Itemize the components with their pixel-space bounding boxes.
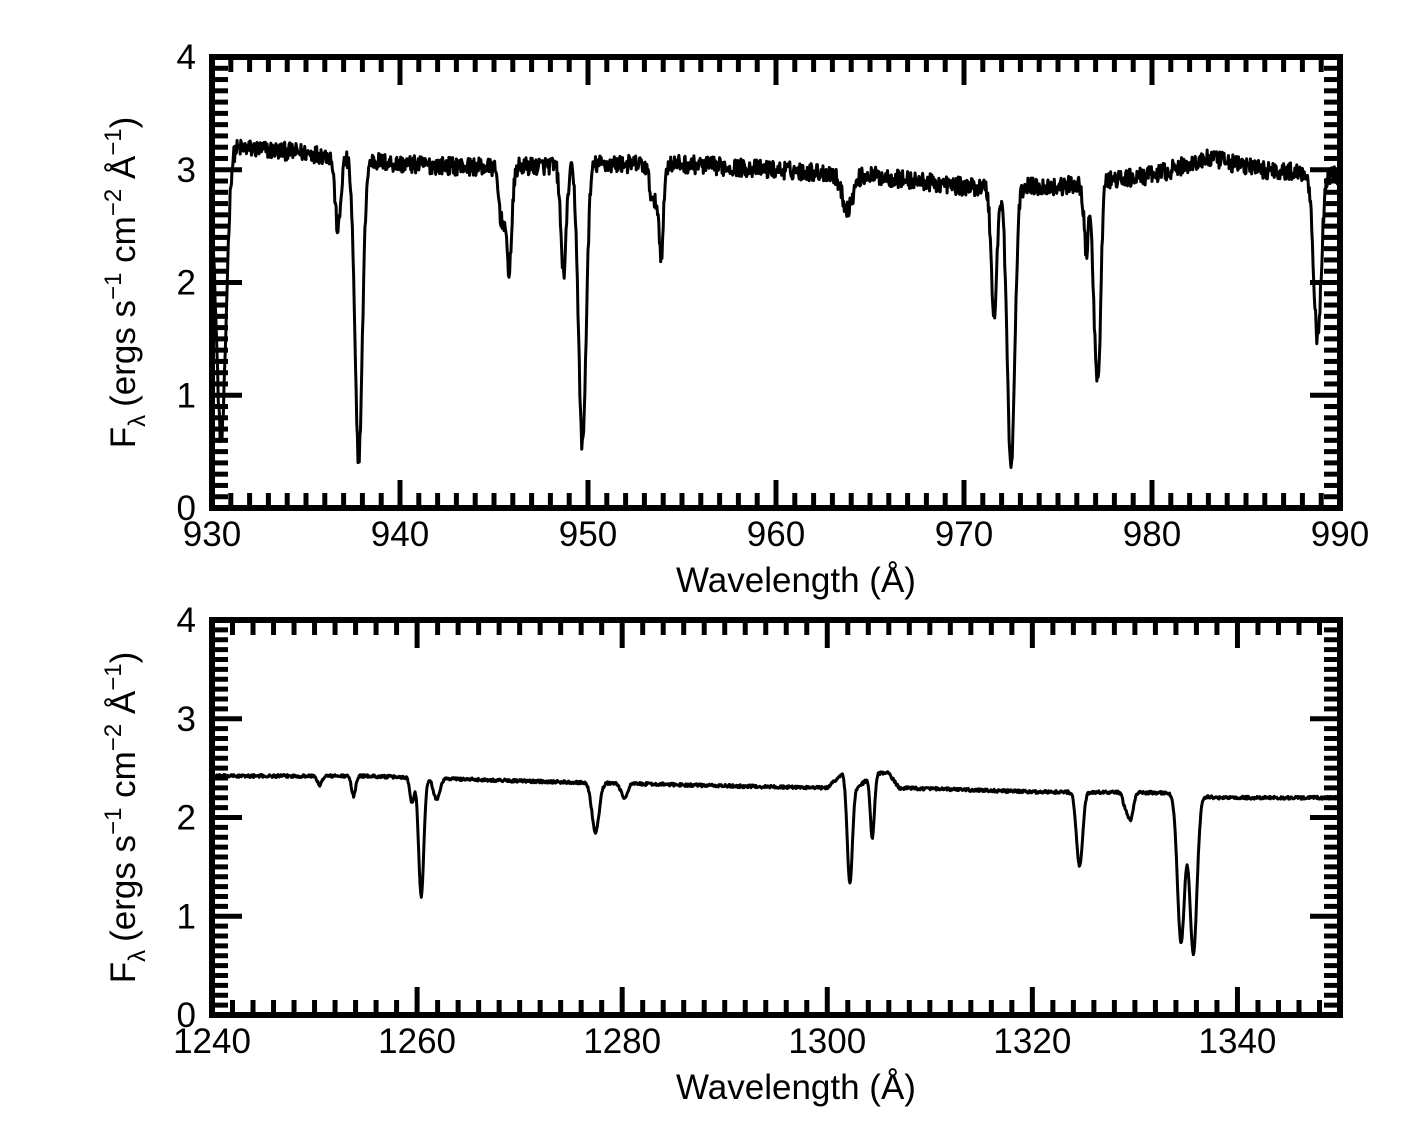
x-tick-label: 930 — [183, 515, 241, 554]
x-tick-label: 950 — [559, 515, 617, 554]
y-axis-title-exp1: −1 — [100, 808, 127, 835]
y-axis-title-mid2: Å — [104, 690, 143, 724]
y-tick-label: 3 — [177, 151, 196, 190]
x-tick-label: 1260 — [378, 1022, 456, 1061]
y-tick-label: 1 — [177, 897, 196, 936]
y-axis-title-close: ) — [104, 117, 143, 129]
spectrum-line — [212, 770, 1340, 957]
x-tick-label: 1320 — [993, 1022, 1071, 1061]
x-tick-label: 1340 — [1199, 1022, 1277, 1061]
spectrum-line — [212, 138, 1340, 469]
y-axis-title-exp3: −1 — [100, 128, 127, 155]
x-tick-label: 940 — [371, 515, 429, 554]
y-axis-title-exp2: −2 — [100, 189, 127, 216]
y-tick-label: 4 — [177, 38, 196, 77]
x-axis-title: Wavelength (Å) — [676, 1068, 916, 1107]
y-axis-title-sub: λ — [124, 950, 151, 962]
y-axis-title-units: (ergs s — [104, 300, 143, 407]
y-axis-title-close: ) — [104, 652, 143, 664]
y-axis-title-mid: cm — [104, 216, 143, 272]
y-tick-label: 2 — [177, 264, 196, 303]
y-axis-title-exp1: −1 — [100, 273, 127, 300]
y-axis-title-prefix: F — [104, 427, 143, 448]
y-axis-title-prefix: F — [104, 962, 143, 983]
y-axis-title-exp3: −1 — [100, 663, 127, 690]
y-tick-label: 2 — [177, 799, 196, 838]
y-axis-title-units: (ergs s — [104, 835, 143, 942]
x-tick-label: 960 — [747, 515, 805, 554]
x-tick-label: 1300 — [788, 1022, 866, 1061]
y-tick-label: 3 — [177, 700, 196, 739]
x-tick-label: 990 — [1311, 515, 1369, 554]
y-tick-label: 0 — [177, 996, 196, 1035]
panel-top: 930 940 950 960 970 980 990 0 1 2 3 4 Wavelength (Å)… — [100, 38, 1369, 600]
plot-frame — [209, 617, 1343, 1018]
y-axis-title-exp2: −2 — [100, 724, 127, 751]
y-axis-title-mid: cm — [104, 751, 143, 807]
x-tick-label: 980 — [1123, 515, 1181, 554]
y-tick-label: 0 — [177, 489, 196, 528]
plot-frame — [209, 54, 1343, 511]
y-axis-title: Fλ(ergs s−1 cm−2 Å−1) — [100, 652, 151, 984]
y-axis-title-sub: λ — [124, 415, 151, 427]
x-axis-title: Wavelength (Å) — [676, 561, 916, 600]
y-tick-label: 1 — [177, 376, 196, 415]
y-tick-label: 4 — [177, 601, 196, 640]
x-tick-label: 1280 — [583, 1022, 661, 1061]
x-tick-label: 1240 — [173, 1022, 251, 1061]
y-axis-title-mid2: Å — [104, 155, 143, 189]
panel-bottom: 1240 1260 1280 1300 1320 1340 0 1 2 3 4 Wavelength … — [100, 601, 1343, 1107]
x-tick-label: 970 — [935, 515, 993, 554]
y-axis-title: Fλ(ergs s−1 cm−2 Å−1) — [100, 117, 151, 449]
